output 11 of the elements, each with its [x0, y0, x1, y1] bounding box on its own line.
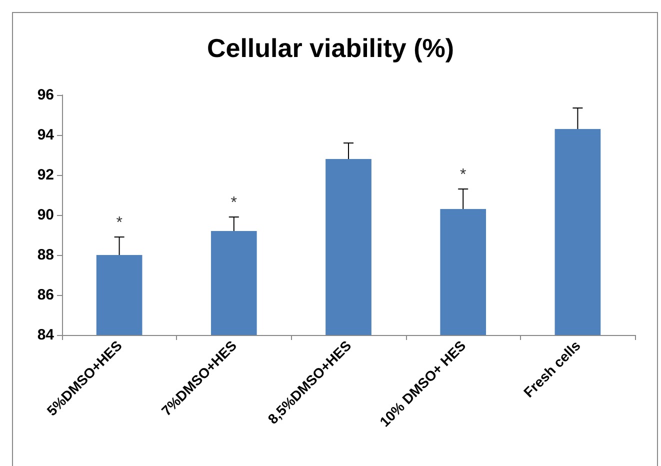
- y-tick-label: 84: [37, 326, 55, 344]
- y-tick-label: 90: [37, 206, 54, 224]
- y-tick-label: 92: [37, 166, 54, 184]
- annotation: *: [460, 166, 466, 184]
- y-tick-label: 86: [37, 286, 54, 304]
- y-tick-label: 96: [37, 86, 54, 104]
- y-tick-label: 88: [37, 246, 54, 264]
- chart-title: Cellular viability (%): [206, 33, 454, 63]
- y-tick-label: 94: [37, 126, 55, 144]
- annotation: *: [116, 214, 122, 232]
- annotation: *: [230, 194, 238, 212]
